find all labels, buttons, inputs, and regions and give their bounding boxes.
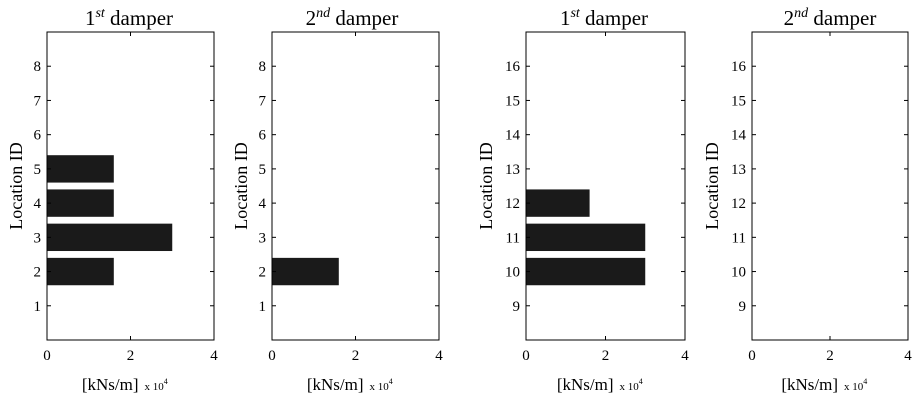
x-axis-label: [kNs/m] (781, 375, 838, 394)
y-tick-label: 4 (259, 196, 267, 212)
multiplier-exponent: 4 (389, 377, 393, 386)
x-tick-label: 4 (681, 348, 689, 364)
y-tick-label: 1 (259, 299, 267, 315)
y-tick-label: 15 (731, 93, 746, 109)
y-tick-label: 4 (34, 196, 42, 212)
y-axis-label: Location ID (6, 142, 26, 229)
x-tick-label: 0 (43, 348, 51, 364)
x-axis-multiplier: x 104 (620, 377, 643, 393)
x-axis-multiplier: x 104 (370, 377, 393, 393)
title-superscript: st (95, 6, 105, 21)
plot-frame (751, 31, 909, 341)
y-tick-label: 9 (739, 299, 747, 315)
y-tick-label: 13 (731, 162, 746, 178)
bar-location-12 (526, 189, 590, 217)
title-number: 2 (306, 6, 317, 30)
y-tick-label: 5 (34, 162, 42, 178)
y-tick-label: 8 (34, 59, 42, 75)
x-axis-multiplier: x 104 (844, 377, 867, 393)
multiplier-base: x 10 (844, 381, 864, 393)
x-tick-label: 2 (826, 348, 834, 364)
y-tick-label: 11 (506, 230, 520, 246)
bar-location-5 (47, 155, 114, 183)
title-superscript: nd (794, 6, 809, 21)
x-tick-label: 4 (435, 348, 443, 364)
y-tick-label: 12 (731, 196, 746, 212)
x-axis-label: [kNs/m] (557, 375, 614, 394)
bar-location-3 (47, 223, 173, 252)
multiplier-base: x 10 (620, 381, 640, 393)
y-tick-label: 15 (505, 93, 520, 109)
y-tick-label: 10 (505, 265, 520, 281)
bar-location-4 (47, 189, 114, 217)
y-tick-label: 12 (505, 196, 520, 212)
bar-location-11 (526, 223, 646, 252)
y-tick-label: 2 (34, 265, 42, 281)
y-tick-label: 9 (513, 299, 521, 315)
x-axis-multiplier: x 104 (145, 377, 168, 393)
x-axis-label: [kNs/m] (82, 375, 139, 394)
y-axis-label: Location ID (231, 142, 251, 229)
multiplier-base: x 10 (370, 381, 390, 393)
multiplier-exponent: 4 (639, 377, 643, 386)
y-tick-label: 8 (259, 59, 267, 75)
y-tick-label: 13 (505, 162, 520, 178)
x-tick-label: 0 (522, 348, 530, 364)
plot-frame (46, 31, 215, 341)
y-axis-label: Location ID (476, 142, 496, 229)
y-tick-label: 3 (259, 230, 267, 246)
x-tick-label: 2 (127, 348, 135, 364)
y-tick-label: 3 (34, 230, 42, 246)
x-tick-label: 2 (352, 348, 360, 364)
bar-location-10 (526, 257, 646, 286)
title-number: 1 (85, 6, 96, 30)
chart-title: 2nd damper (784, 6, 877, 30)
y-axis-label: Location ID (702, 142, 722, 229)
title-text: damper (580, 6, 648, 30)
x-tick-label: 4 (210, 348, 218, 364)
multiplier-exponent: 4 (863, 377, 867, 386)
x-tick-label: 0 (748, 348, 756, 364)
chart-title: 1st damper (85, 6, 173, 30)
x-tick-label: 4 (904, 348, 912, 364)
y-tick-label: 5 (259, 162, 267, 178)
y-tick-label: 16 (731, 59, 747, 75)
title-number: 2 (784, 6, 795, 30)
y-tick-label: 10 (731, 265, 746, 281)
chart-title: 2nd damper (306, 6, 399, 30)
plot-frame (271, 31, 440, 341)
y-tick-label: 1 (34, 299, 42, 315)
y-tick-label: 7 (34, 93, 42, 109)
y-tick-label: 6 (34, 128, 42, 144)
y-tick-label: 2 (259, 265, 267, 281)
plot-frame (525, 31, 686, 341)
title-superscript: st (570, 6, 580, 21)
x-tick-label: 2 (602, 348, 610, 364)
multiplier-exponent: 4 (164, 377, 168, 386)
title-number: 1 (560, 6, 571, 30)
bar-location-2 (272, 257, 339, 286)
y-tick-label: 7 (259, 93, 267, 109)
bar-location-2 (47, 257, 114, 286)
chart-title: 1st damper (560, 6, 648, 30)
x-axis-label: [kNs/m] (307, 375, 364, 394)
title-text: damper (330, 6, 398, 30)
y-tick-label: 6 (259, 128, 267, 144)
title-superscript: nd (316, 6, 331, 21)
y-tick-label: 14 (731, 128, 747, 144)
y-tick-label: 16 (505, 59, 521, 75)
y-tick-label: 14 (505, 128, 521, 144)
y-tick-label: 11 (732, 230, 746, 246)
multiplier-base: x 10 (145, 381, 165, 393)
title-text: damper (105, 6, 173, 30)
title-text: damper (808, 6, 876, 30)
x-tick-label: 0 (268, 348, 276, 364)
